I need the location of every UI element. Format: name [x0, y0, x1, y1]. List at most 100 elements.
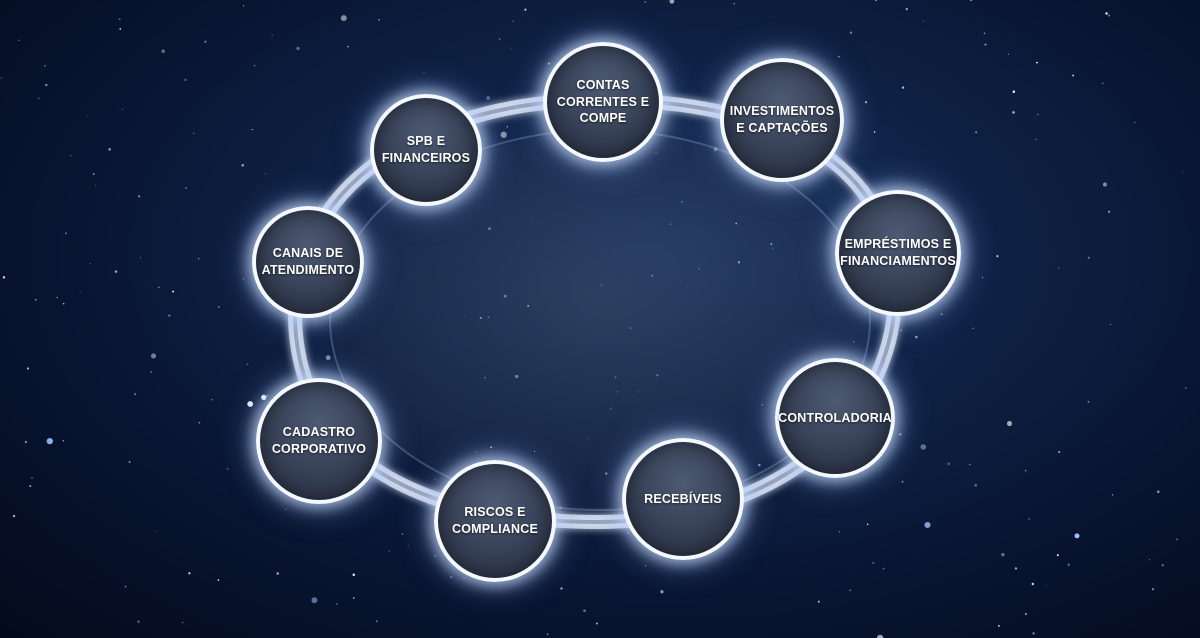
- star: [940, 312, 943, 316]
- star: [644, 1, 647, 3]
- node-investimentos[interactable]: INVESTIMENTOS E CAPTAÇÕES: [720, 58, 844, 182]
- star: [79, 291, 81, 293]
- star: [882, 567, 885, 570]
- star: [660, 590, 664, 594]
- star: [56, 296, 58, 299]
- star: [901, 86, 905, 89]
- star: [18, 39, 20, 41]
- star: [1024, 612, 1028, 616]
- node-spb[interactable]: SPB E FINANCEIROS: [370, 94, 482, 206]
- star: [86, 115, 88, 117]
- star: [512, 20, 514, 22]
- star: [65, 232, 67, 234]
- star: [1105, 12, 1108, 15]
- star: [1056, 554, 1059, 557]
- star: [128, 460, 131, 464]
- star: [1032, 632, 1035, 635]
- star: [996, 255, 999, 258]
- star: [864, 101, 868, 104]
- star: [62, 302, 65, 305]
- star: [184, 78, 187, 82]
- star: [645, 565, 647, 567]
- star: [121, 108, 124, 110]
- star: [875, 0, 877, 1]
- star: [510, 48, 512, 50]
- star: [140, 257, 141, 259]
- star: [24, 440, 28, 444]
- star: [974, 484, 977, 487]
- star: [401, 533, 404, 535]
- star: [1087, 400, 1090, 403]
- node-label: CADASTRO CORPORATIVO: [271, 425, 367, 456]
- star: [1157, 490, 1160, 493]
- star: [340, 15, 347, 22]
- node-recebiveis[interactable]: RECEBÍVEIS: [622, 438, 744, 560]
- star: [669, 0, 675, 4]
- star: [486, 96, 490, 100]
- star: [1108, 210, 1111, 213]
- star: [500, 131, 507, 138]
- node-canais[interactable]: CANAIS DE ATENDIMENTO: [252, 206, 364, 318]
- star: [150, 371, 152, 373]
- star: [1102, 182, 1107, 187]
- star: [463, 577, 465, 580]
- node-label: CONTROLADORIA: [778, 410, 892, 425]
- star: [749, 61, 751, 63]
- star: [901, 480, 904, 483]
- star: [210, 398, 213, 401]
- star: [1012, 90, 1016, 93]
- star: [1110, 324, 1112, 326]
- star: [983, 32, 986, 35]
- star: [352, 573, 356, 577]
- star: [434, 478, 436, 480]
- star: [817, 600, 820, 603]
- star: [1148, 558, 1150, 560]
- star: [285, 508, 287, 510]
- star: [583, 609, 586, 612]
- star: [158, 286, 160, 289]
- star: [793, 50, 796, 53]
- star: [423, 72, 425, 74]
- star: [1007, 53, 1010, 55]
- star: [925, 189, 927, 191]
- star: [1134, 121, 1136, 124]
- star: [1014, 567, 1018, 570]
- star: [114, 270, 118, 273]
- node-cadastro[interactable]: CADASTRO CORPORATIVO: [256, 378, 382, 504]
- star: [499, 38, 501, 40]
- node-emprestimos[interactable]: EMPRÉSTIMOS E FINANCIAMENTOS: [835, 190, 961, 316]
- star: [1111, 494, 1114, 496]
- star: [1036, 61, 1038, 64]
- star: [1074, 533, 1080, 539]
- star: [968, 463, 971, 466]
- star: [997, 624, 1000, 627]
- node-riscos[interactable]: RISCOS E COMPLIANCE: [434, 460, 556, 582]
- star: [226, 467, 229, 470]
- star: [376, 620, 378, 622]
- star: [975, 131, 978, 134]
- star: [506, 126, 508, 128]
- star: [134, 393, 137, 396]
- star: [1024, 470, 1027, 472]
- star: [1035, 138, 1037, 140]
- star: [92, 173, 95, 175]
- node-controladoria[interactable]: CONTROLADORIA: [775, 358, 895, 478]
- star: [253, 64, 256, 67]
- star: [89, 263, 91, 265]
- star: [866, 523, 869, 526]
- star: [947, 462, 950, 466]
- star: [595, 622, 598, 625]
- star: [44, 65, 46, 67]
- node-contas-correntes[interactable]: CONTAS CORRENTES E COMPE: [543, 42, 663, 162]
- star: [905, 7, 908, 11]
- star: [378, 18, 380, 21]
- star: [193, 132, 195, 134]
- star: [972, 327, 974, 329]
- star: [108, 148, 111, 151]
- node-label: EMPRÉSTIMOS E FINANCIAMENTOS: [840, 237, 956, 268]
- star: [1006, 420, 1013, 427]
- star: [876, 634, 884, 638]
- star: [1087, 256, 1090, 259]
- star: [924, 521, 931, 529]
- star: [31, 476, 33, 479]
